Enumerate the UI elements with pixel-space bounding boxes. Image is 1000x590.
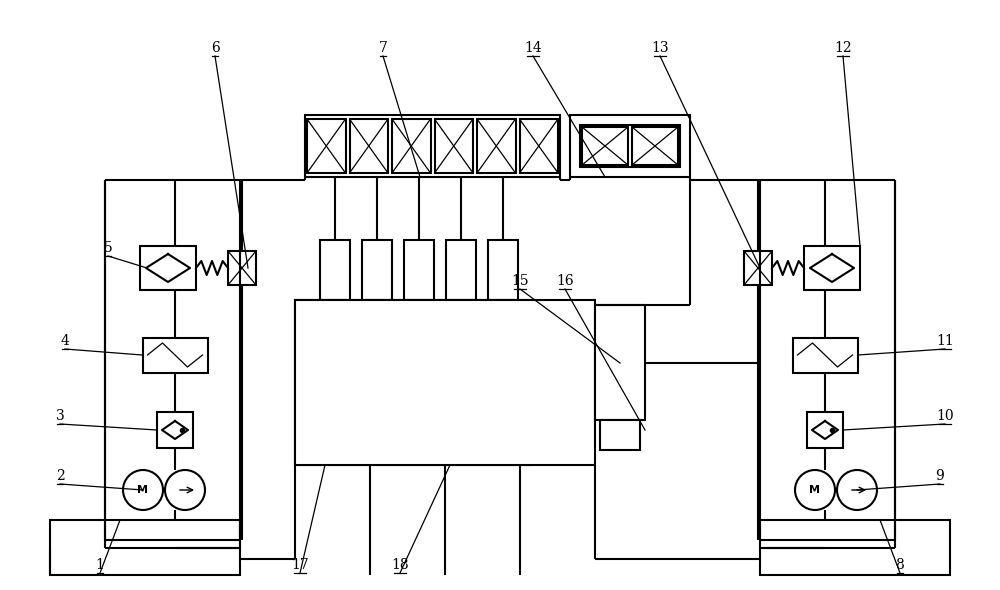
Text: 14: 14 [524,41,542,55]
Bar [792,337,858,372]
Bar [595,305,645,420]
Bar [350,119,388,173]
Text: 9: 9 [936,469,944,483]
Text: 11: 11 [936,334,954,348]
Text: 13: 13 [651,41,669,55]
Text: 3: 3 [56,409,64,423]
Text: 6: 6 [211,41,219,55]
Bar [632,127,678,165]
Text: 1: 1 [96,558,104,572]
Circle shape [165,470,205,510]
Text: 10: 10 [936,409,954,423]
Text: 2: 2 [56,469,64,483]
Text: 16: 16 [556,274,574,288]
Text: 12: 12 [834,41,852,55]
Bar [362,240,392,300]
Bar [744,251,772,285]
Bar [305,115,560,177]
Bar [295,300,530,465]
Bar [307,119,346,173]
Bar [582,127,628,165]
Bar [228,251,256,285]
Bar [570,115,690,177]
Bar [488,240,518,300]
Bar [295,300,595,465]
Text: 18: 18 [391,558,409,572]
Bar [50,520,240,575]
Bar [434,119,473,173]
Bar [320,240,350,300]
Bar [600,420,640,450]
Circle shape [795,470,835,510]
Bar [446,240,476,300]
Bar [580,125,680,167]
Text: 7: 7 [379,41,387,55]
Bar [157,412,193,448]
Bar [404,240,434,300]
Bar [140,246,196,290]
Circle shape [837,470,877,510]
Bar [807,412,843,448]
Text: 17: 17 [291,558,309,572]
Text: M: M [138,485,148,495]
Bar [143,337,208,372]
Bar [520,119,558,173]
Bar [760,520,950,575]
Text: 15: 15 [511,274,529,288]
Text: 8: 8 [896,558,904,572]
Bar [392,119,430,173]
Text: 4: 4 [61,334,69,348]
Circle shape [123,470,163,510]
Bar [804,246,860,290]
Text: M: M [810,485,820,495]
Text: 5: 5 [104,241,112,255]
Bar [477,119,516,173]
